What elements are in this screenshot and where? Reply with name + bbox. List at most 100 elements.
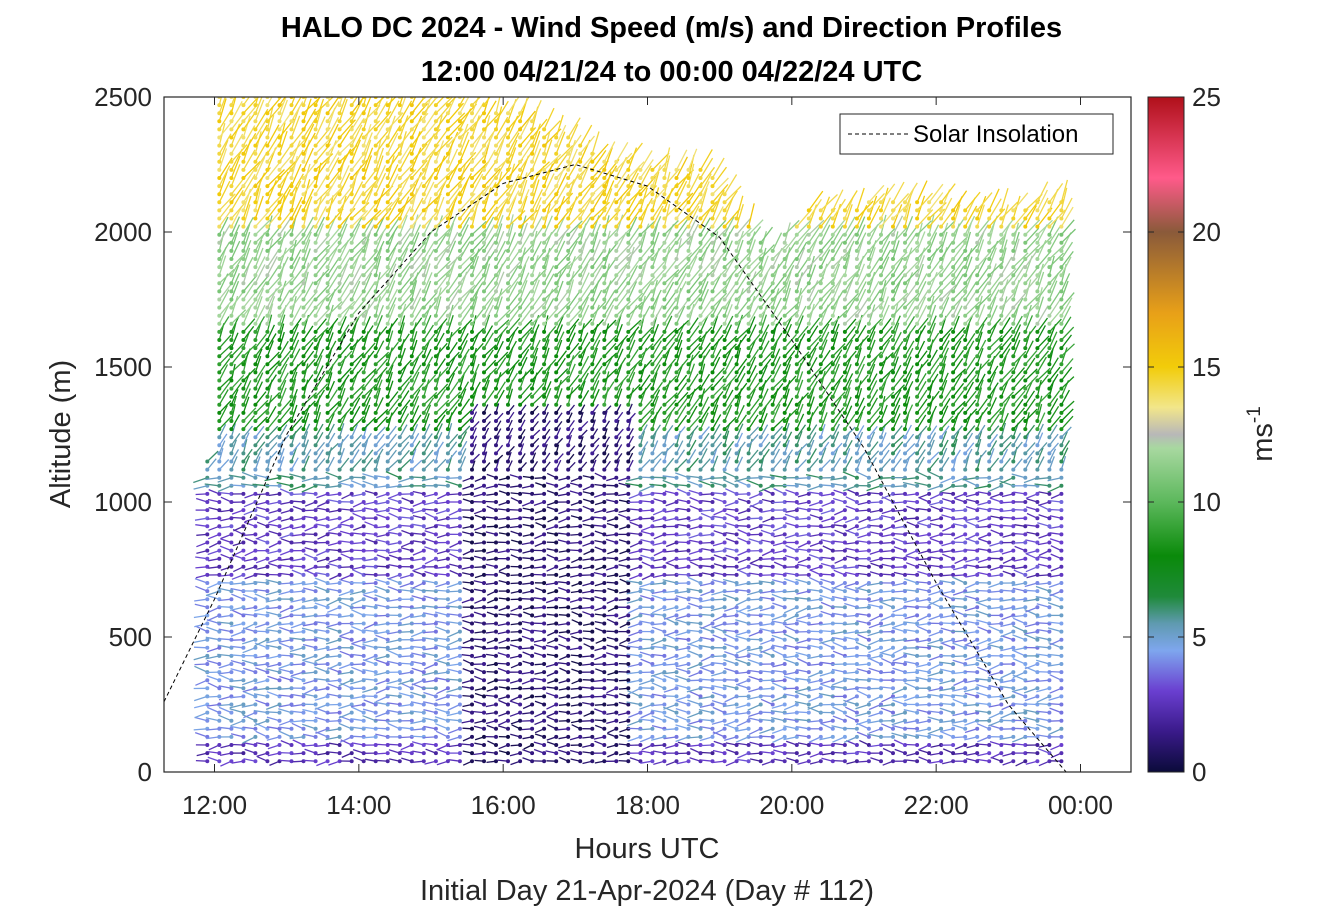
wind-vector-head (482, 305, 486, 310)
wind-vector-head (530, 289, 535, 294)
wind-vector-head (409, 127, 414, 132)
wind-vector-head (482, 151, 486, 156)
wind-vector-head (337, 297, 342, 302)
wind-vector (327, 380, 335, 397)
wind-vector-head (494, 354, 498, 359)
wind-vector-head (482, 378, 486, 383)
wind-vector-head (337, 313, 342, 318)
wind-vector-head (361, 281, 366, 286)
wind-vector-head (373, 281, 378, 286)
wind-vector-head (385, 248, 390, 253)
wind-vector-head (494, 135, 498, 140)
wind-vector-head (253, 159, 258, 164)
wind-vector (230, 725, 244, 730)
wind-vector-head (229, 232, 234, 237)
wind-vector-head (494, 402, 498, 407)
wind-vector (217, 644, 232, 649)
wind-vector-head (385, 548, 390, 553)
wind-vector-head (289, 297, 294, 302)
wind-vector (409, 476, 424, 479)
wind-vector-head (385, 370, 390, 375)
wind-vector-head (506, 516, 510, 521)
wind-vector-head (385, 224, 390, 229)
wind-vector-head (277, 743, 282, 747)
wind-vector-head (518, 240, 523, 245)
wind-vector (242, 325, 255, 341)
wind-vector-head (554, 257, 559, 261)
wind-vector (243, 667, 256, 673)
wind-vector-head (433, 313, 438, 318)
wind-vector-head (337, 678, 342, 683)
wind-vector-head (542, 483, 547, 488)
wind-vector-head (397, 346, 402, 351)
wind-vector-head (337, 143, 342, 148)
wind-vector-head (325, 103, 330, 108)
wind-vector-head (457, 354, 462, 359)
wind-vector (314, 695, 328, 701)
wind-vector-head (337, 192, 342, 197)
wind-vector-head (433, 192, 438, 197)
wind-vector (242, 432, 250, 446)
wind-vector (315, 389, 325, 406)
wind-vector-head (325, 281, 330, 286)
wind-vector-head (217, 548, 222, 553)
wind-vector-head (409, 273, 414, 278)
wind-vector-head (445, 208, 450, 213)
wind-vector-head (494, 459, 498, 464)
wind-vector-head (482, 257, 486, 261)
wind-vector-head (470, 435, 474, 440)
wind-vector-head (349, 564, 354, 569)
wind-vector (265, 711, 280, 714)
wind-vector-head (361, 338, 366, 342)
wind-vector-head (205, 459, 210, 464)
wind-vector-head (253, 653, 258, 658)
wind-vector (218, 241, 231, 260)
wind-vector (230, 155, 241, 179)
wind-vector (266, 249, 280, 268)
wind-vector-head (421, 516, 426, 521)
wind-vector-head (530, 532, 535, 537)
wind-vector-head (217, 143, 222, 148)
wind-vector-head (229, 143, 234, 148)
wind-vector-head (530, 305, 535, 310)
wind-vector-head (385, 346, 390, 351)
wind-vector (278, 582, 292, 585)
wind-vector-head (554, 167, 559, 172)
wind-vector-head (457, 127, 462, 132)
wind-vector (218, 193, 236, 211)
wind-vector-head (349, 451, 354, 456)
wind-vector-head (482, 427, 486, 432)
wind-vector-head (253, 532, 258, 537)
wind-vector-head (205, 491, 210, 496)
wind-vector-head (229, 135, 234, 140)
wind-vector-head (409, 419, 414, 423)
wind-vector-head (554, 734, 559, 739)
wind-vector (218, 305, 230, 325)
wind-vector-head (301, 734, 306, 739)
wind-vector-head (229, 662, 234, 666)
wind-vector-head (518, 354, 523, 359)
wind-vector-head (530, 167, 535, 172)
wind-vector-head (217, 257, 222, 261)
wind-vector-head (253, 265, 258, 270)
wind-vector (206, 450, 219, 462)
wind-vector (252, 483, 268, 487)
wind-vector-head (506, 240, 510, 245)
wind-vector (218, 726, 232, 730)
wind-vector-head (542, 451, 547, 456)
wind-vector-head (373, 556, 378, 561)
wind-vector-head (385, 362, 390, 367)
wind-vector-head (373, 354, 378, 359)
wind-vector-head (421, 305, 426, 310)
wind-vector-head (217, 508, 222, 513)
wind-vector (218, 334, 232, 349)
wind-vector-head (397, 329, 402, 334)
wind-vector (290, 239, 297, 260)
wind-vector-head (385, 192, 390, 197)
wind-vector-head (457, 621, 462, 626)
wind-vector-head (482, 176, 486, 180)
wind-vector (230, 622, 244, 628)
wind-vector-head (542, 216, 547, 221)
wind-vector-head (542, 710, 547, 715)
wind-vector-head (518, 151, 523, 156)
